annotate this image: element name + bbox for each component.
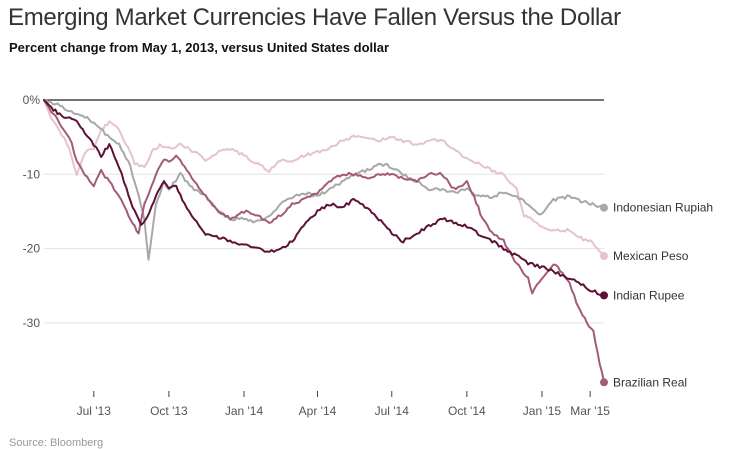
y-axis-labels: 0% -10 -20 -30 <box>23 93 41 330</box>
x-tick-label: Apr '14 <box>299 404 337 418</box>
x-axis: Jul '13 Oct '13 Jan '14 Apr '14 Jul '14 Oct '… <box>77 391 610 418</box>
series-label: Mexican Peso <box>613 249 689 263</box>
x-tick-label: Jul '14 <box>375 404 410 418</box>
series-end-marker <box>600 291 608 300</box>
chart-title: Emerging Market Currencies Have Fallen V… <box>8 4 621 31</box>
y-tick-label: -30 <box>23 316 41 330</box>
source-note: Source: Bloomberg <box>9 437 104 449</box>
series-end-marker <box>600 378 608 387</box>
y-tick-label: 0% <box>23 93 41 107</box>
series-end-markers <box>600 203 608 387</box>
x-tick-label: Jan '15 <box>523 404 562 418</box>
series-end-marker <box>600 203 608 212</box>
series-line <box>43 99 605 257</box>
series-label: Indian Rupee <box>613 288 685 302</box>
series-line <box>43 99 605 261</box>
x-tick-label: Oct '13 <box>150 404 188 418</box>
y-tick-label: -20 <box>23 242 41 256</box>
y-tick-label: -10 <box>23 167 41 181</box>
series-lines <box>43 99 605 384</box>
x-tick-label: Jul '13 <box>77 404 112 418</box>
chart-subtitle: Percent change from May 1, 2013, versus … <box>9 40 390 55</box>
x-tick-label: Mar '15 <box>570 404 610 418</box>
series-line <box>43 99 605 297</box>
series-line <box>43 99 605 384</box>
gridlines <box>44 99 604 324</box>
series-end-marker <box>600 252 608 260</box>
series-labels: Mexican Peso Indonesian Rupiah Brazilian R… <box>613 201 713 390</box>
series-label: Indonesian Rupiah <box>613 201 713 215</box>
x-tick-label: Oct '14 <box>448 404 486 418</box>
series-label: Brazilian Real <box>613 375 687 389</box>
x-tick-label: Jan '14 <box>225 404 264 418</box>
